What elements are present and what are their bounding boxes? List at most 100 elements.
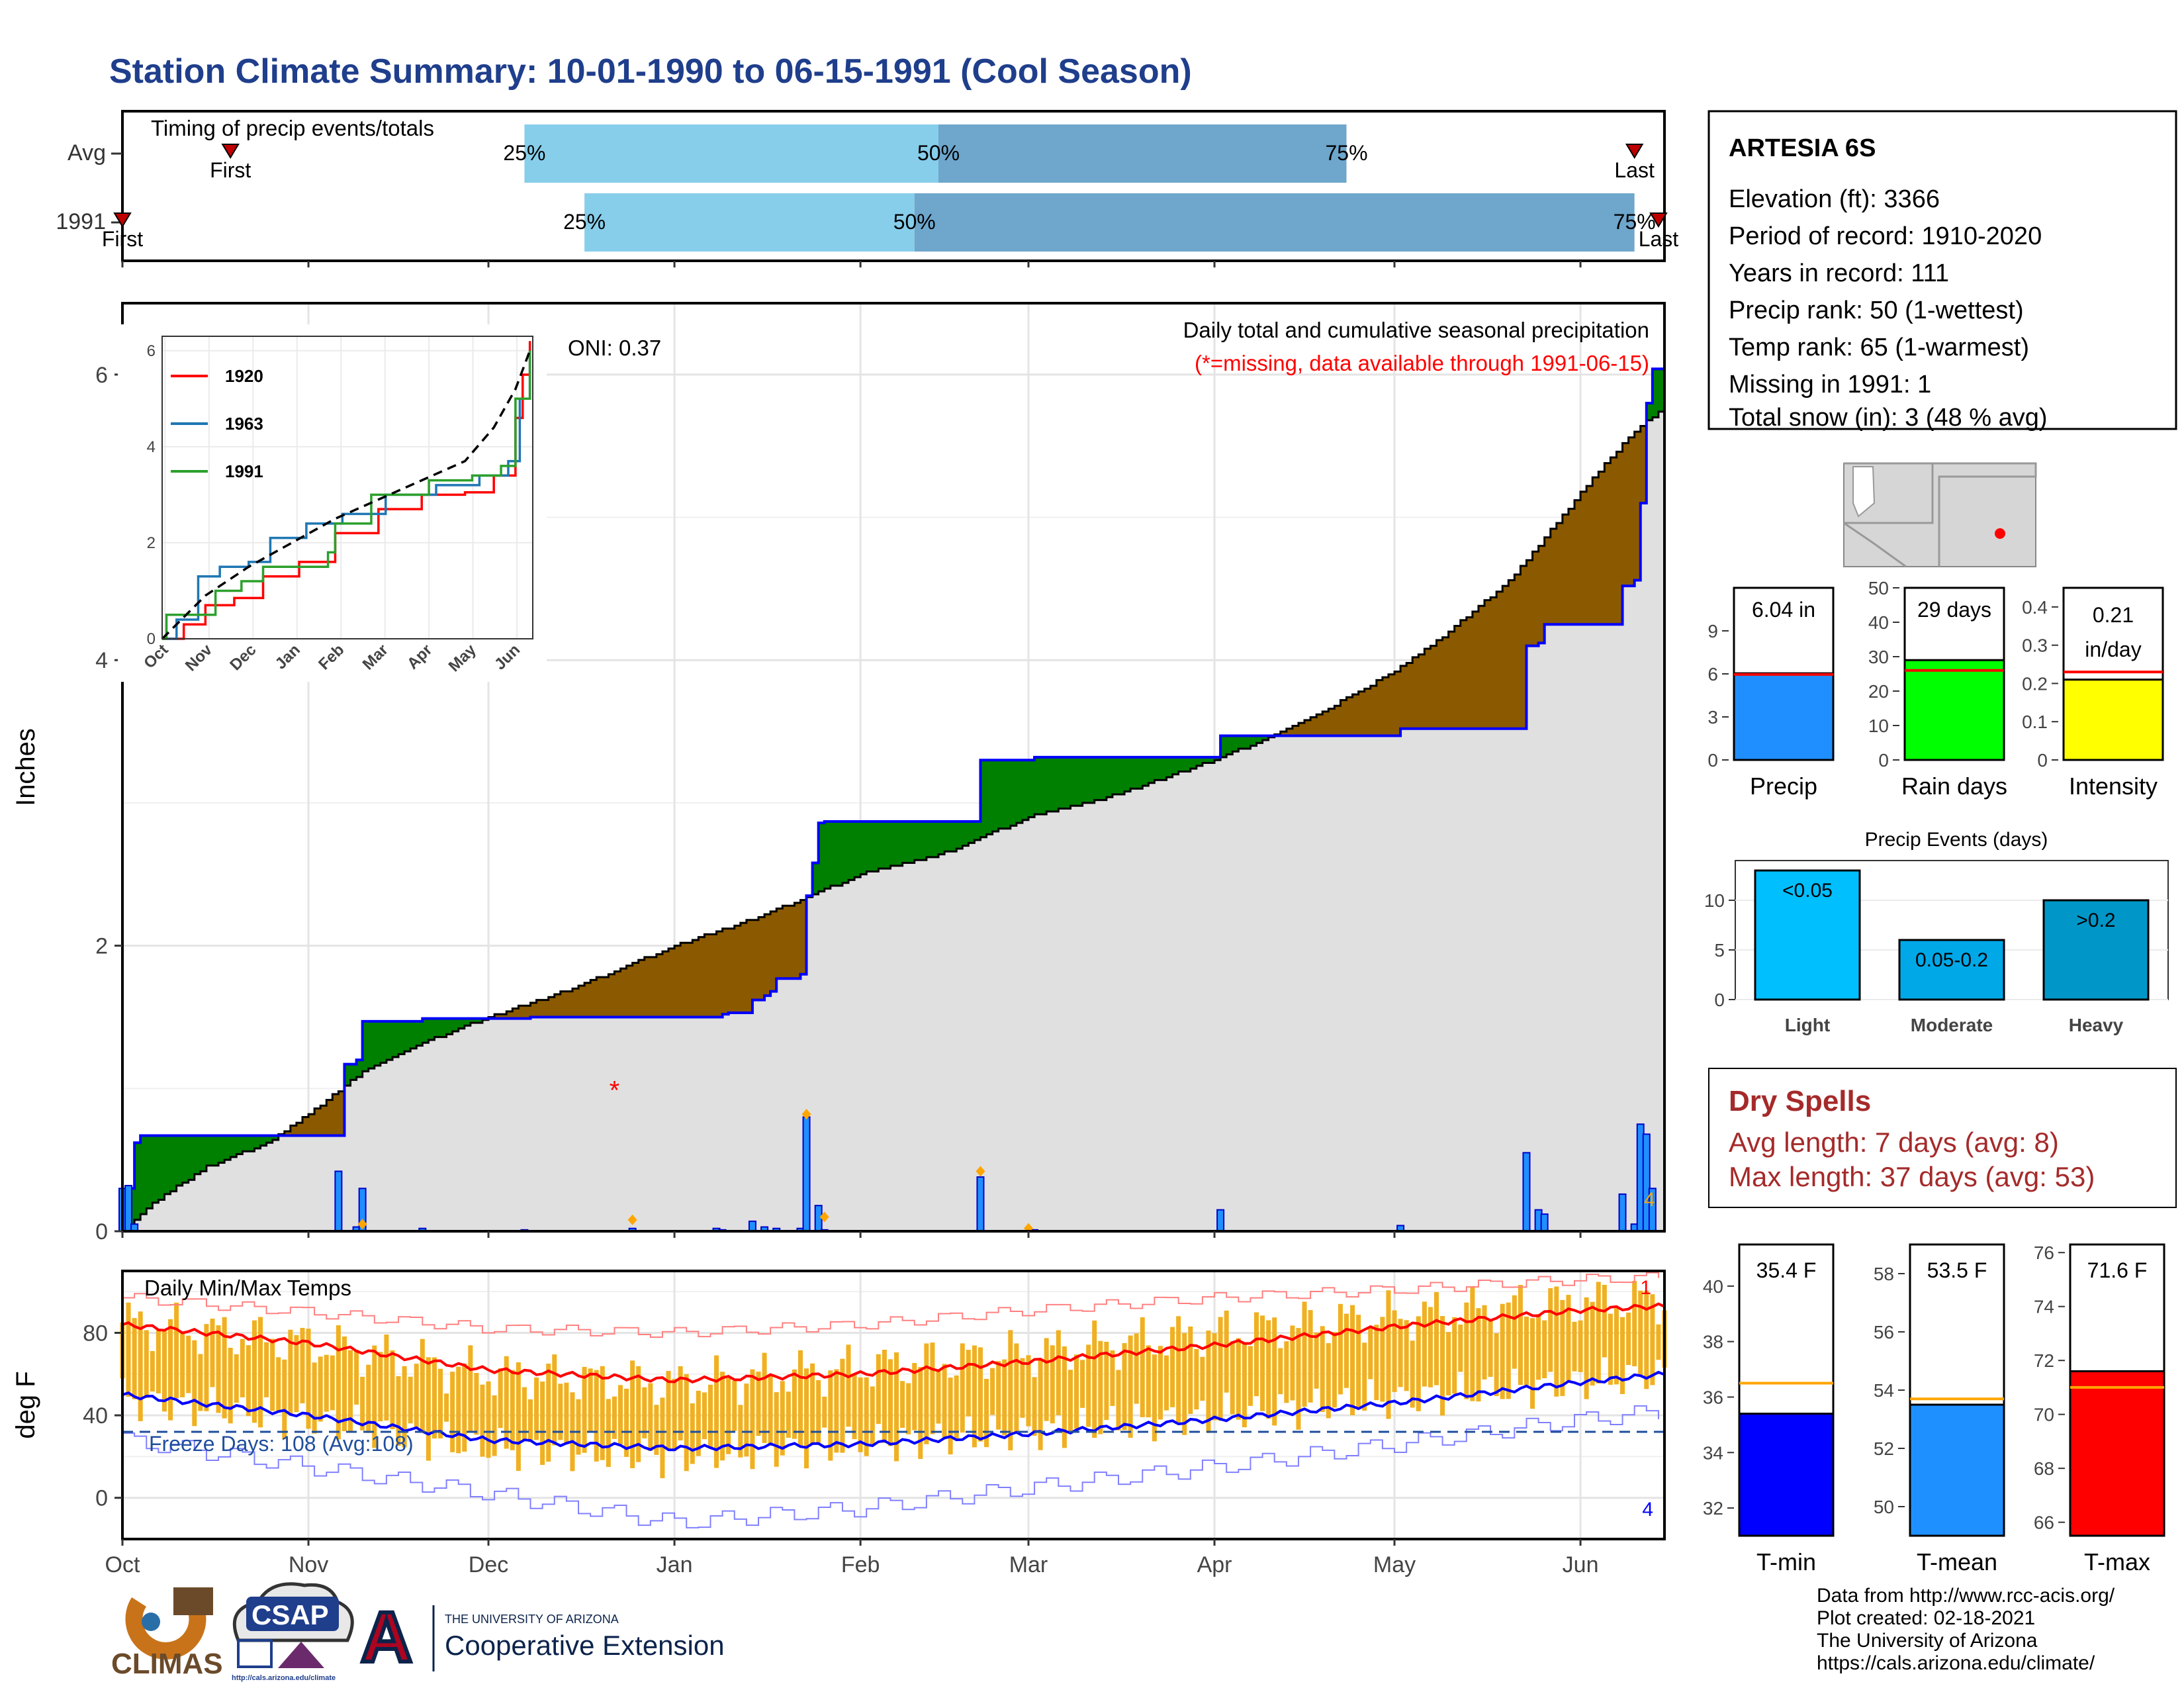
deficit-area [614, 971, 621, 1017]
deficit-area [1424, 648, 1432, 729]
surplus-area [392, 1021, 399, 1057]
daily-temp-bar [198, 1354, 203, 1411]
deficit-area [638, 960, 645, 1017]
daily-temp-bar [666, 1370, 671, 1450]
deficit-area [1322, 711, 1329, 736]
climas-logo-text: CLIMAS [111, 1648, 223, 1680]
timing-bar-50-75 [914, 193, 1635, 252]
daily-temp-bar [516, 1362, 521, 1472]
surplus-area [218, 1135, 225, 1163]
surplus-area [164, 1135, 171, 1194]
surplus-area [230, 1135, 237, 1157]
deficit-area [770, 911, 777, 992]
inset-legend-label: 1920 [225, 366, 263, 386]
daily-temp-bar [1068, 1370, 1073, 1432]
surplus-area [1016, 760, 1023, 823]
daily-temp-bar [678, 1366, 683, 1441]
deficit-area [1328, 708, 1335, 736]
daily-temp-bar [414, 1364, 419, 1429]
tmin-box-y-tick-label: 34 [1703, 1442, 1723, 1463]
deficit-area [494, 1014, 501, 1019]
daily-temp-bar [1488, 1320, 1493, 1378]
daily-temp-bar [318, 1356, 323, 1422]
timing-last-marker [1649, 212, 1668, 228]
deficit-area [578, 986, 585, 1017]
deficit-area [554, 994, 561, 1017]
deficit-area [1610, 457, 1617, 625]
intensity-box-y-tick-label: 0 [2037, 750, 2048, 771]
tmax-box-bar [2069, 1370, 2165, 1537]
deficit-area [1526, 560, 1533, 646]
daily-temp-bar [1218, 1317, 1223, 1421]
deficit-area [524, 1006, 531, 1019]
precip-box-y-tick-label: 9 [1707, 621, 1718, 641]
ua-big-text: Cooperative Extension [445, 1630, 725, 1661]
daily-temp-bar [594, 1370, 599, 1462]
deficit-area [1532, 551, 1539, 646]
surplus-area [254, 1135, 261, 1149]
surplus-area [896, 821, 903, 866]
intensity-box-bar [2062, 679, 2164, 761]
tmin-box-y-tick-label: 38 [1703, 1332, 1723, 1352]
daily-temp-bar [1554, 1286, 1559, 1397]
surplus-area [1172, 757, 1179, 774]
inset-y-tick-label: 2 [147, 534, 156, 552]
intensity-box-y-tick-label: 0.2 [2022, 673, 2048, 694]
tmin-box-bar [1738, 1413, 1835, 1537]
surplus-area [824, 821, 831, 889]
deficit-area [782, 906, 789, 979]
surplus-area [812, 863, 819, 894]
events-title: Precip Events (days) [1865, 829, 2048, 851]
surplus-area [1220, 735, 1227, 757]
intensity-box-category-label: Intensity [2069, 773, 2158, 800]
daily-temp-bar [984, 1378, 989, 1448]
surplus-area [344, 1064, 351, 1086]
daily-temp-bar [882, 1349, 887, 1443]
surplus-area [956, 821, 963, 849]
deficit-area [620, 968, 627, 1017]
surplus-area [1082, 757, 1089, 803]
deficit-area [548, 997, 555, 1017]
deficit-area [602, 977, 609, 1017]
daily-temp-bar [408, 1376, 413, 1424]
daily-temp-bar [750, 1369, 755, 1470]
deficit-area [1376, 680, 1383, 736]
daily-temp-bar [1134, 1333, 1139, 1404]
deficit-area [1598, 471, 1605, 625]
freeze-days-text: Freeze Days: 108 (Avg:108) [149, 1432, 414, 1456]
precip-box: 0 3 6 9 Precip 6.04 in [1707, 586, 1835, 800]
daily-temp-bar [1332, 1332, 1337, 1408]
surplus-area [206, 1135, 213, 1166]
daily-temp-bar [1446, 1332, 1451, 1395]
inset-y-tick-label: 6 [147, 342, 156, 360]
deficit-area [530, 1002, 537, 1017]
surplus-area [1040, 757, 1047, 815]
daily-temp-bar [1362, 1342, 1367, 1411]
daily-temp-bar [126, 1302, 131, 1397]
daily-temp-bar [1008, 1330, 1013, 1450]
tmean-box-y-tick-label: 56 [1874, 1322, 1894, 1342]
cumulative-title: Daily total and cumulative seasonal prec… [1183, 318, 1649, 342]
station-location-dot [1995, 528, 2005, 539]
dry-spells-title: Dry Spells [1729, 1085, 1871, 1117]
daily-temp-bar [474, 1373, 479, 1435]
daily-temp-bar [1560, 1299, 1565, 1396]
daily-temp-bar [617, 1385, 623, 1445]
deficit-area [500, 1014, 507, 1019]
climas-logo: CLIMAS [111, 1587, 223, 1680]
surplus-area [140, 1135, 147, 1215]
daily-temp-bar [312, 1362, 317, 1434]
daily-temp-bar [1056, 1330, 1061, 1415]
daily-temp-bar [1140, 1317, 1145, 1417]
daily-temp-bar [1542, 1320, 1547, 1379]
daily-temp-bar [1314, 1332, 1319, 1389]
surplus-area [404, 1021, 411, 1052]
tmin-box: 32 34 36 38 40 T-min 35.4 F [1703, 1243, 1835, 1575]
daily-temp-bar [648, 1383, 653, 1451]
timing-label-75: 75% [1614, 210, 1656, 234]
daily-temp-bar [1548, 1288, 1553, 1372]
daily-temp-bar [624, 1388, 629, 1457]
surplus-area [242, 1135, 249, 1152]
surplus-area [1226, 735, 1233, 755]
surplus-area [1028, 760, 1035, 818]
